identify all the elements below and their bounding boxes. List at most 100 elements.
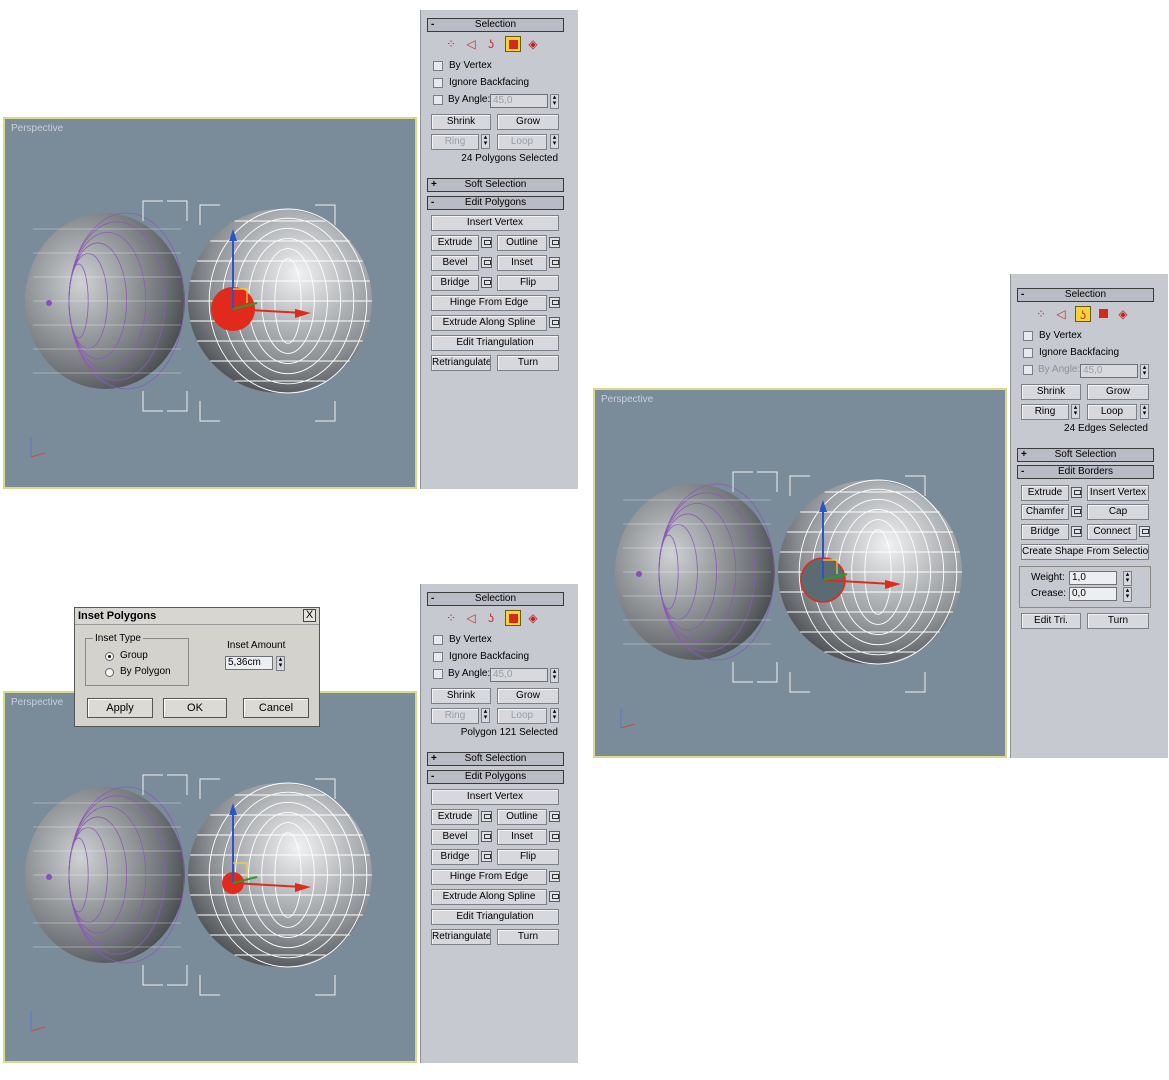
ring-button[interactable]: Ring [1021,404,1069,420]
rollout-soft-selection[interactable]: + Soft Selection [427,178,564,192]
element-icon[interactable]: ◈ [528,37,538,51]
shrink-button[interactable]: Shrink [1021,384,1081,400]
rollout-selection[interactable]: - Selection [1017,288,1154,302]
extrude-along-spline-button[interactable]: Extrude Along Spline [431,889,547,905]
hinge-from-edge-button[interactable]: Hinge From Edge [431,869,547,885]
bridge-settings-icon[interactable] [481,277,492,288]
edge-icon[interactable]: ◁ [466,37,476,51]
rollout-soft-selection[interactable]: + Soft Selection [427,752,564,766]
turn-button[interactable]: Turn [497,355,559,371]
grow-button[interactable]: Grow [497,114,559,130]
ring-spinner[interactable]: ▴ ▾ [1071,404,1080,419]
bridge-settings-icon[interactable] [481,851,492,862]
ring-spinner[interactable]: ▴ ▾ [481,708,490,723]
bevel-settings-icon[interactable] [481,257,492,268]
rollout-selection[interactable]: - Selection [427,592,564,606]
inset-button[interactable]: Inset [497,829,547,845]
bevel-settings-icon[interactable] [481,831,492,842]
rollout-edit-borders[interactable]: - Edit Borders [1017,465,1154,479]
flip-button[interactable]: Flip [497,275,559,291]
loop-button[interactable]: Loop [497,134,547,150]
viewport-perspective-bottom[interactable]: Perspective [3,691,417,1063]
bridge-button[interactable]: Bridge [431,275,479,291]
inset-amount-field[interactable]: 5,36cm [225,656,273,670]
turn-button[interactable]: Turn [497,929,559,945]
by-angle-field[interactable]: 45,0 [490,668,548,682]
loop-button[interactable]: Loop [1087,404,1137,420]
ring-button[interactable]: Ring [431,708,479,724]
connect-button[interactable]: Connect [1087,524,1137,540]
viewport-perspective-right[interactable]: Perspective [593,388,1007,758]
border-icon[interactable]: ʖ [488,37,494,51]
insert-vertex-button[interactable]: Insert Vertex [431,215,559,231]
border-icon[interactable]: ʖ [488,611,494,625]
rollout-edit-polygons[interactable]: - Edit Polygons [427,196,564,210]
loop-spinner[interactable]: ▴ ▾ [550,708,559,723]
ignore-backfacing-checkbox[interactable] [433,652,443,662]
hinge-settings-icon[interactable] [549,871,560,882]
extrude-button[interactable]: Extrude [431,235,479,251]
retriangulate-button[interactable]: Retriangulate [431,355,491,371]
by-angle-field[interactable]: 45,0 [1080,364,1138,378]
ignore-backfacing-checkbox[interactable] [433,78,443,88]
by-angle-checkbox[interactable] [1023,365,1033,375]
by-angle-spinner[interactable]: ▴ ▾ [550,668,559,683]
extrude-spline-settings-icon[interactable] [549,317,560,328]
by-polygon-radio[interactable] [105,668,114,677]
extrude-button[interactable]: Extrude [1021,485,1069,501]
bevel-button[interactable]: Bevel [431,255,479,271]
rollout-edit-polygons[interactable]: - Edit Polygons [427,770,564,784]
edit-triangulation-button[interactable]: Edit Triangulation [431,335,559,351]
by-angle-checkbox[interactable] [433,669,443,679]
polygon-icon[interactable] [1095,306,1111,322]
retriangulate-button[interactable]: Retriangulate [431,929,491,945]
ok-button[interactable]: OK [163,698,227,718]
shrink-button[interactable]: Shrink [431,114,491,130]
bevel-button[interactable]: Bevel [431,829,479,845]
create-shape-button[interactable]: Create Shape From Selection [1021,544,1149,560]
by-angle-field[interactable]: 45,0 [490,94,548,108]
vertex-icon[interactable]: ⁘ [1035,307,1047,321]
inset-button[interactable]: Inset [497,255,547,271]
extrude-button[interactable]: Extrude [431,809,479,825]
by-vertex-checkbox[interactable] [1023,331,1033,341]
vertex-icon[interactable]: ⁘ [445,611,457,625]
ignore-backfacing-checkbox[interactable] [1023,348,1033,358]
ring-spinner[interactable]: ▴ ▾ [481,134,490,149]
extrude-settings-icon[interactable] [481,237,492,248]
outline-button[interactable]: Outline [497,809,547,825]
hinge-from-edge-button[interactable]: Hinge From Edge [431,295,547,311]
by-vertex-checkbox[interactable] [433,635,443,645]
chamfer-button[interactable]: Chamfer [1021,504,1069,520]
rollout-selection[interactable]: - Selection [427,18,564,32]
chamfer-settings-icon[interactable] [1071,506,1082,517]
bridge-settings-icon[interactable] [1071,526,1082,537]
bridge-button[interactable]: Bridge [431,849,479,865]
by-angle-spinner[interactable]: ▴ ▾ [550,94,559,109]
by-vertex-checkbox[interactable] [433,61,443,71]
connect-settings-icon[interactable] [1139,526,1150,537]
flip-button[interactable]: Flip [497,849,559,865]
bridge-button[interactable]: Bridge [1021,524,1069,540]
loop-spinner[interactable]: ▴ ▾ [1140,404,1149,419]
group-radio[interactable] [105,652,114,661]
polygon-icon[interactable] [505,610,521,626]
loop-button[interactable]: Loop [497,708,547,724]
edge-icon[interactable]: ◁ [466,611,476,625]
crease-field[interactable]: 0,0 [1069,587,1117,601]
shrink-button[interactable]: Shrink [431,688,491,704]
close-icon[interactable]: X [303,609,316,622]
by-angle-spinner[interactable]: ▴ ▾ [1140,364,1149,379]
apply-button[interactable]: Apply [87,698,153,718]
crease-spinner[interactable]: ▴ ▾ [1123,587,1132,602]
viewport-perspective-top[interactable]: Perspective [3,117,417,489]
outline-button[interactable]: Outline [497,235,547,251]
insert-vertex-button[interactable]: Insert Vertex [1087,485,1149,501]
weight-spinner[interactable]: ▴ ▾ [1123,571,1132,586]
turn-button[interactable]: Turn [1087,613,1149,629]
edit-tri-button[interactable]: Edit Tri. [1021,613,1081,629]
weight-field[interactable]: 1,0 [1069,571,1117,585]
polygon-icon[interactable] [505,36,521,52]
element-icon[interactable]: ◈ [528,611,538,625]
cap-button[interactable]: Cap [1087,504,1149,520]
